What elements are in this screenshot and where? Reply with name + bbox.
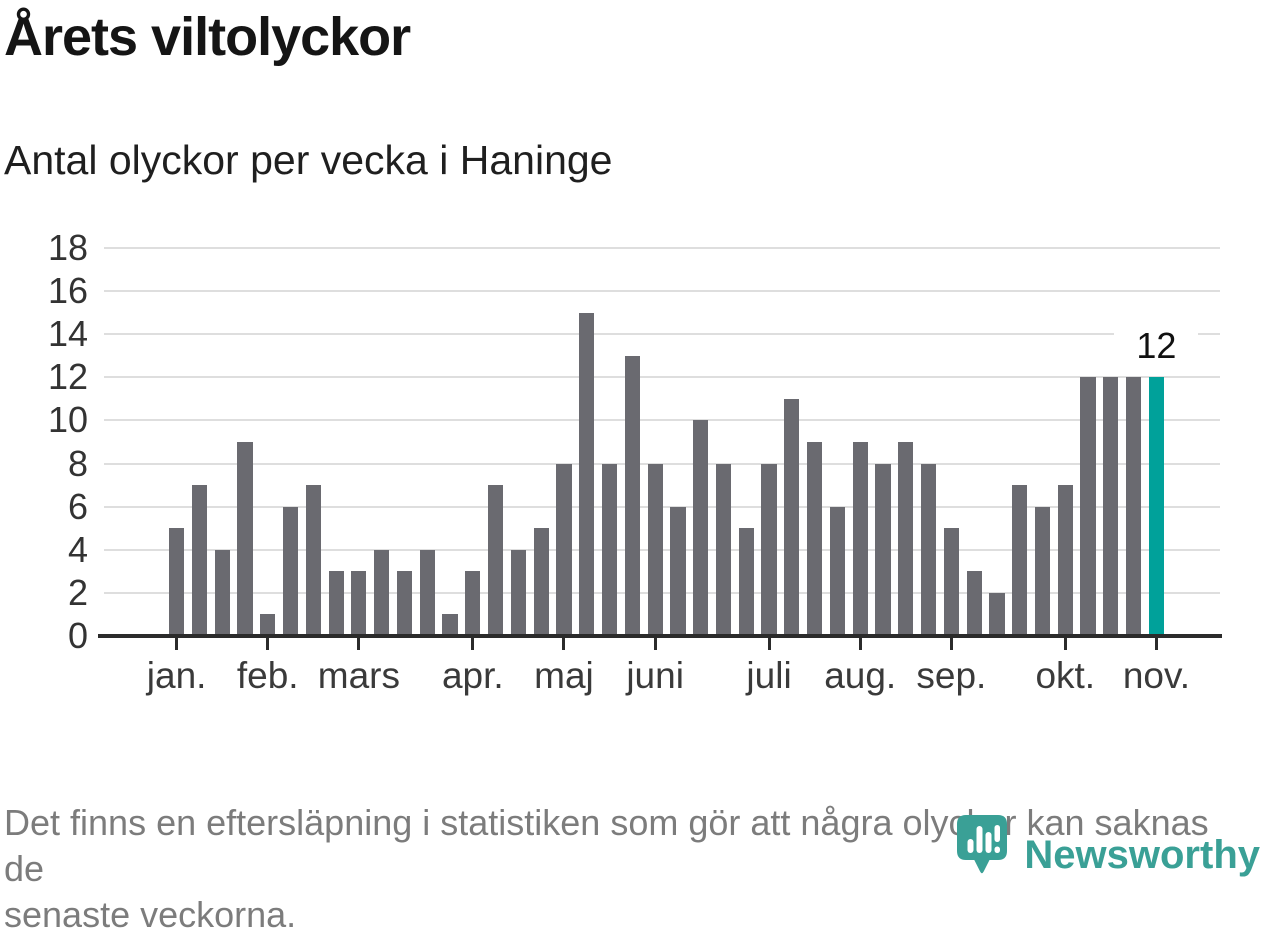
bar <box>328 571 344 634</box>
bar <box>670 506 686 634</box>
x-axis-month-label: juni <box>626 655 684 696</box>
bar <box>1103 377 1119 634</box>
newsworthy-wordmark: Newsworthy <box>1024 833 1260 877</box>
footer-note-line2: senaste veckorna. <box>4 894 297 935</box>
y-axis-tick-label: 10 <box>47 399 88 441</box>
gridline-y10 <box>104 419 1220 422</box>
y-axis-tick-label: 14 <box>47 313 88 355</box>
bar <box>237 441 253 634</box>
x-axis-tick <box>767 638 771 650</box>
x-axis-tick <box>471 638 475 650</box>
gridline-y14 <box>104 333 1220 336</box>
x-axis-tick <box>1063 638 1067 650</box>
y-axis-tick-label: 12 <box>47 356 88 398</box>
y-axis-tick-label: 6 <box>67 485 88 527</box>
bar <box>533 528 549 634</box>
bar <box>943 528 959 634</box>
bar <box>510 549 526 634</box>
bar <box>1012 485 1028 634</box>
bar <box>305 485 321 634</box>
bar <box>1034 506 1051 634</box>
y-axis-tick-label: 18 <box>47 226 88 268</box>
y-axis-tick-label: 4 <box>67 528 88 570</box>
bar <box>784 398 800 634</box>
bar <box>807 441 823 634</box>
highlight-value-label: 12 <box>1114 326 1199 366</box>
bar <box>852 441 868 634</box>
x-axis-month-label: aug. <box>824 655 897 696</box>
x-axis-tick <box>175 638 179 650</box>
bar <box>898 441 914 634</box>
x-axis-month-label: okt. <box>1035 655 1096 696</box>
page-title: Årets viltolyckor <box>4 7 411 67</box>
x-axis-month-label: mars <box>317 655 400 696</box>
x-axis-tick <box>949 638 953 650</box>
x-axis-tick <box>1154 638 1158 650</box>
y-axis-tick-label: 8 <box>67 442 88 484</box>
viltolyckor-chart: Årets viltolyckor Antal olyckor per veck… <box>4 7 1260 935</box>
newsworthy-pin-barchart-icon <box>957 815 1008 874</box>
x-axis-tick <box>653 638 657 650</box>
y-axis-tick-label: 16 <box>47 270 88 312</box>
bar <box>829 506 845 634</box>
bar <box>260 614 276 634</box>
bar <box>465 571 481 634</box>
bar <box>214 549 230 634</box>
bar <box>920 463 937 634</box>
x-axis-month-label: juli <box>746 655 792 696</box>
bar <box>556 463 572 634</box>
x-axis-month-label: nov. <box>1122 655 1191 696</box>
bar <box>624 355 640 634</box>
y-axis-tick-label: 2 <box>67 571 88 613</box>
bar <box>647 463 663 634</box>
newsworthy-logo: Newsworthy <box>956 814 1260 876</box>
bar <box>1080 377 1096 634</box>
x-axis-month-label: jan. <box>146 655 207 696</box>
x-axis-month-label: feb. <box>236 655 299 696</box>
bar <box>1126 377 1142 634</box>
x-axis-tick <box>357 638 361 650</box>
x-axis-tick <box>266 638 270 650</box>
bar <box>419 549 435 634</box>
bar <box>351 571 367 634</box>
x-axis-month-label: maj <box>534 655 594 696</box>
bar <box>1057 485 1073 634</box>
x-axis-line <box>98 634 1222 638</box>
x-axis-month-label: sep. <box>916 655 987 696</box>
x-axis-tick <box>562 638 566 650</box>
gridline-y12 <box>104 376 1220 379</box>
bar <box>191 485 207 634</box>
bar <box>169 528 185 634</box>
bar <box>442 614 458 634</box>
page-subtitle: Antal olyckor per vecka i Haninge <box>4 137 613 183</box>
highlighted-bar <box>1148 377 1165 634</box>
bar <box>738 528 754 634</box>
gridline-y18 <box>104 246 1220 249</box>
x-axis-month-label: apr. <box>441 655 504 696</box>
bar <box>693 420 709 634</box>
bar <box>374 549 390 634</box>
bar <box>282 506 299 634</box>
bar <box>396 571 413 634</box>
bar <box>601 463 618 634</box>
bar <box>966 571 982 634</box>
bar <box>875 463 891 634</box>
bar <box>989 592 1005 634</box>
gridline-y16 <box>104 290 1220 293</box>
y-axis-tick-label: 0 <box>67 615 88 656</box>
bar <box>488 485 504 634</box>
x-axis-tick <box>858 638 862 650</box>
bar <box>715 463 732 634</box>
bar <box>761 463 777 634</box>
bar <box>579 312 595 634</box>
